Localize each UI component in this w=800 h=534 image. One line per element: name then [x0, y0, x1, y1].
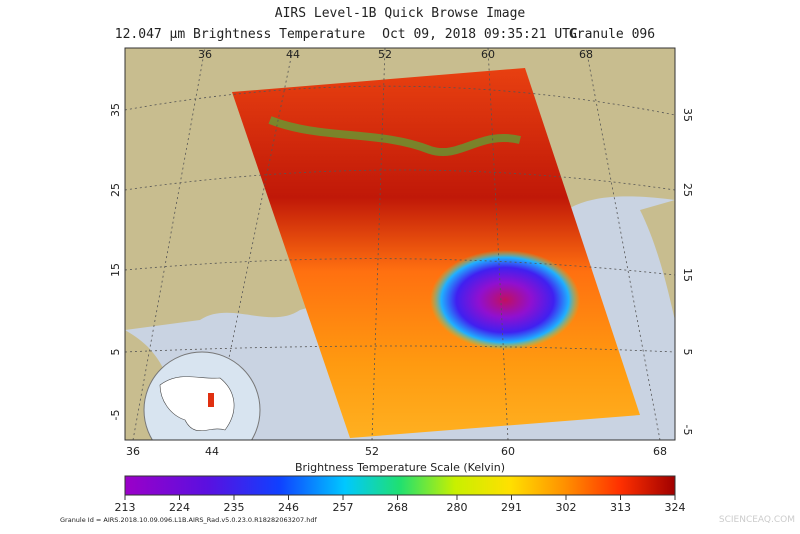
- lat-label: 15: [109, 263, 122, 277]
- map: [125, 48, 675, 440]
- lon-label: 52: [365, 445, 379, 458]
- colorbar-tick-label: 213: [115, 501, 136, 514]
- lon-label: 60: [481, 48, 495, 61]
- lon-label: 52: [378, 48, 392, 61]
- colorbar-tick-label: 257: [333, 501, 354, 514]
- colorbar-tick-label: 302: [555, 501, 576, 514]
- colorbar-tick-label: 291: [501, 501, 522, 514]
- lon-label: 60: [501, 445, 515, 458]
- colorbar-tick-label: 224: [169, 501, 190, 514]
- lat-label: -5: [681, 425, 694, 436]
- colorbar-tick-label: 268: [387, 501, 408, 514]
- title: AIRS Level-1B Quick Browse Image: [275, 6, 526, 21]
- lat-label: 5: [681, 349, 694, 356]
- colorbar: [124, 475, 676, 496]
- lat-label: 5: [109, 349, 122, 356]
- subtitle: 12.047 μm Brightness Temperature: [115, 27, 366, 42]
- colorbar-tick-label: 313: [610, 501, 631, 514]
- colorbar-tick-label: 280: [446, 501, 467, 514]
- colorbar-tick-label: 246: [278, 501, 299, 514]
- lon-label: 36: [198, 48, 212, 61]
- colorbar-tick-label: 235: [224, 501, 245, 514]
- lat-label: 25: [109, 183, 122, 197]
- lon-label: 36: [126, 445, 140, 458]
- lat-label: 35: [109, 103, 122, 117]
- subtitle: Oct 09, 2018 09:35:21 UTC: [382, 27, 578, 42]
- colorbar-tick-label: 324: [665, 501, 686, 514]
- map-frame: [124, 47, 676, 441]
- colorbar-title: Brightness Temperature Scale (Kelvin): [295, 461, 505, 474]
- lat-label: -5: [109, 410, 122, 421]
- lon-label: 68: [653, 445, 667, 458]
- granule-id: Granule Id = AIRS.2018.10.09.096.L1B.AIR…: [60, 516, 317, 524]
- lat-label: 35: [681, 108, 694, 122]
- lon-label: 44: [286, 48, 300, 61]
- lat-label: 25: [681, 183, 694, 197]
- lon-label: 68: [579, 48, 593, 61]
- lon-label: 44: [205, 445, 219, 458]
- lat-label: 15: [681, 268, 694, 282]
- subtitle: Granule 096: [569, 27, 655, 42]
- watermark: SCIENCEAQ.COM: [719, 515, 795, 525]
